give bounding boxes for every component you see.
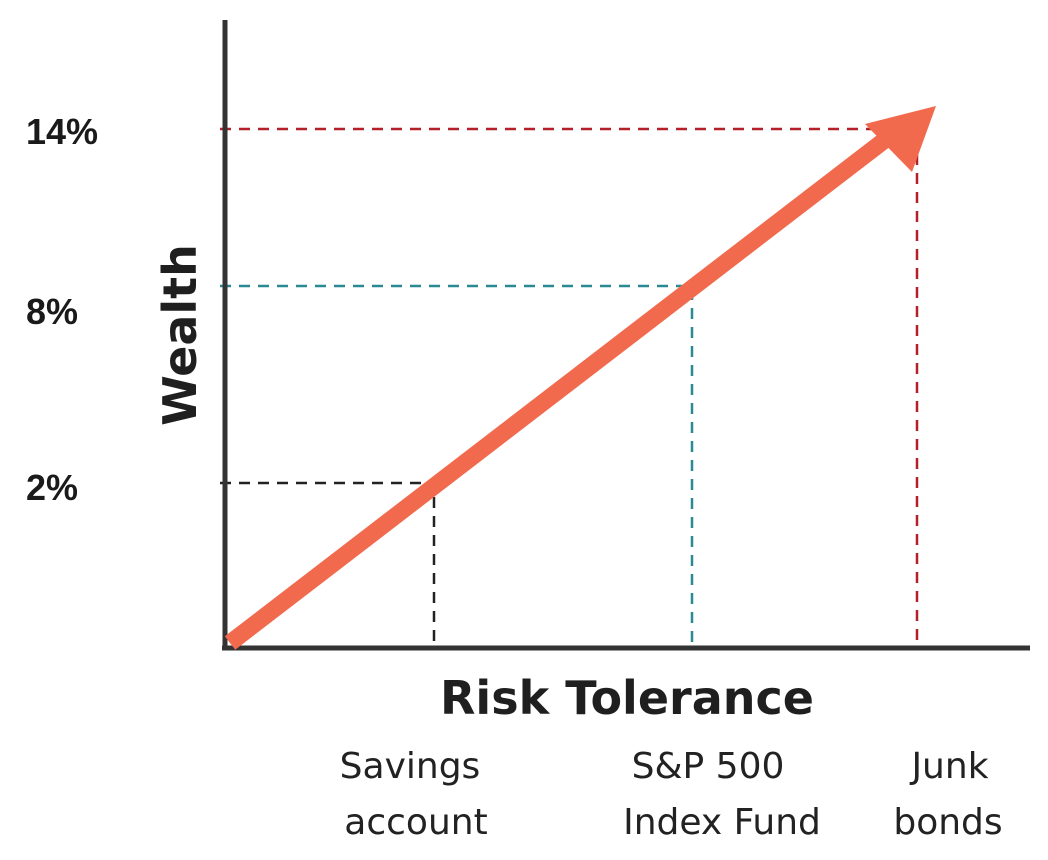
category-label-savings-line-1: Savings — [340, 746, 481, 787]
category-label-savings-line-2: account — [344, 802, 487, 843]
category-label-sp500-line-2: Index Fund — [623, 802, 821, 843]
growth-arrow-head — [865, 106, 936, 172]
y-axis-title: Wealth — [153, 244, 207, 426]
growth-arrow-shaft — [224, 129, 896, 650]
y-tick-label-2-percent: 2% — [26, 467, 78, 508]
x-axis-title: Risk Tolerance — [440, 671, 814, 725]
category-label-junk-line-2: bonds — [893, 802, 1002, 843]
y-tick-label-8-percent: 8% — [26, 291, 78, 332]
category-label-sp500-line-1: S&P 500 — [632, 746, 785, 787]
y-tick-label-14-percent: 14% — [26, 111, 98, 152]
guide-junk-bonds — [220, 127, 919, 648]
category-label-junk-line-1: Junk — [909, 746, 988, 787]
guide-sp500-index-fund — [220, 284, 694, 648]
